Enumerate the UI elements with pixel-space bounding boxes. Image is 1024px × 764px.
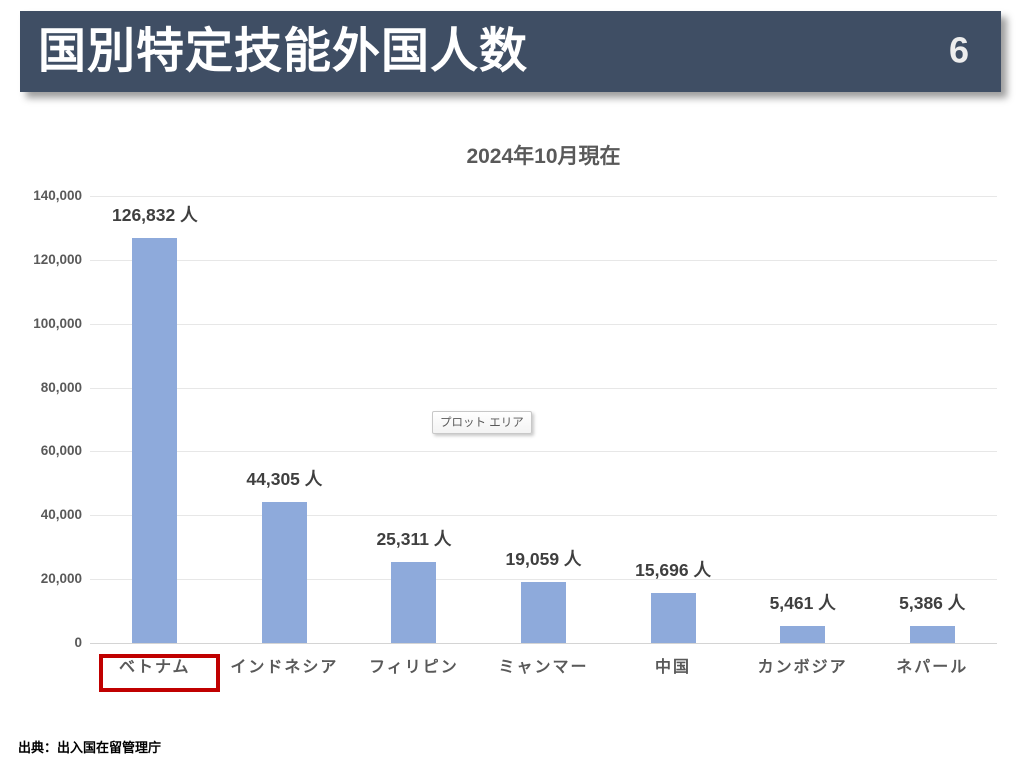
y-axis-label: 60,000 xyxy=(40,443,82,459)
y-axis-label: 120,000 xyxy=(33,251,82,267)
title-banner: 国別特定技能外国人数 6 xyxy=(20,11,1001,92)
bar-0[interactable] xyxy=(132,238,178,643)
category-label-0: ベトナム xyxy=(119,659,191,676)
bar-4[interactable] xyxy=(650,592,696,643)
bar-data-label: 126,832 人 xyxy=(111,205,198,226)
bar-data-label: 5,461 人 xyxy=(769,592,836,613)
slide-title: 国別特定技能外国人数 xyxy=(38,24,529,78)
gridline xyxy=(90,451,997,453)
plot-area-tooltip: プロット エリア xyxy=(432,411,532,434)
y-axis-label: 140,000 xyxy=(33,188,82,203)
gridline xyxy=(90,387,997,389)
category-label-2: フィリピン xyxy=(369,659,459,676)
category-label-5: カンボジア xyxy=(757,659,848,676)
category-label-6: ネパール xyxy=(896,659,969,676)
bar-data-label: 19,059 人 xyxy=(505,549,582,570)
y-axis-label: 40,000 xyxy=(40,507,82,523)
y-axis-label: 80,000 xyxy=(40,379,82,395)
category-label-1: インドネシア xyxy=(230,659,339,676)
gridline xyxy=(90,515,997,517)
bar-6[interactable] xyxy=(909,625,955,643)
y-axis-label: 0 xyxy=(74,635,82,650)
bar-5[interactable] xyxy=(780,625,826,643)
x-axis-line xyxy=(90,643,997,644)
bar-data-label: 44,305 人 xyxy=(246,468,323,489)
bar-data-label: 5,386 人 xyxy=(899,592,966,613)
y-axis-label: 20,000 xyxy=(40,571,82,587)
bar-1[interactable] xyxy=(261,501,307,643)
source-note: 出典：出入国在留管理庁 xyxy=(18,740,162,755)
category-label-3: ミャンマー xyxy=(498,659,589,676)
bar-data-label: 15,696 人 xyxy=(635,559,711,580)
bar-2[interactable] xyxy=(391,562,437,643)
gridline xyxy=(90,196,997,197)
highlight-box xyxy=(98,654,220,692)
bar-3[interactable] xyxy=(521,582,566,643)
page-number: 6 xyxy=(948,29,969,71)
category-label-4: 中国 xyxy=(655,659,692,676)
gridline xyxy=(90,323,997,325)
chart-title: 2024年10月現在 xyxy=(466,145,621,168)
plot-area[interactable]: 0 20,000 40,000 60,000 80,000 100,000 120,000 1… xyxy=(33,188,997,692)
gridline xyxy=(90,579,997,581)
bar-data-label: 25,311 人 xyxy=(376,529,452,550)
y-axis-label: 100,000 xyxy=(33,315,82,331)
gridline xyxy=(90,259,997,261)
